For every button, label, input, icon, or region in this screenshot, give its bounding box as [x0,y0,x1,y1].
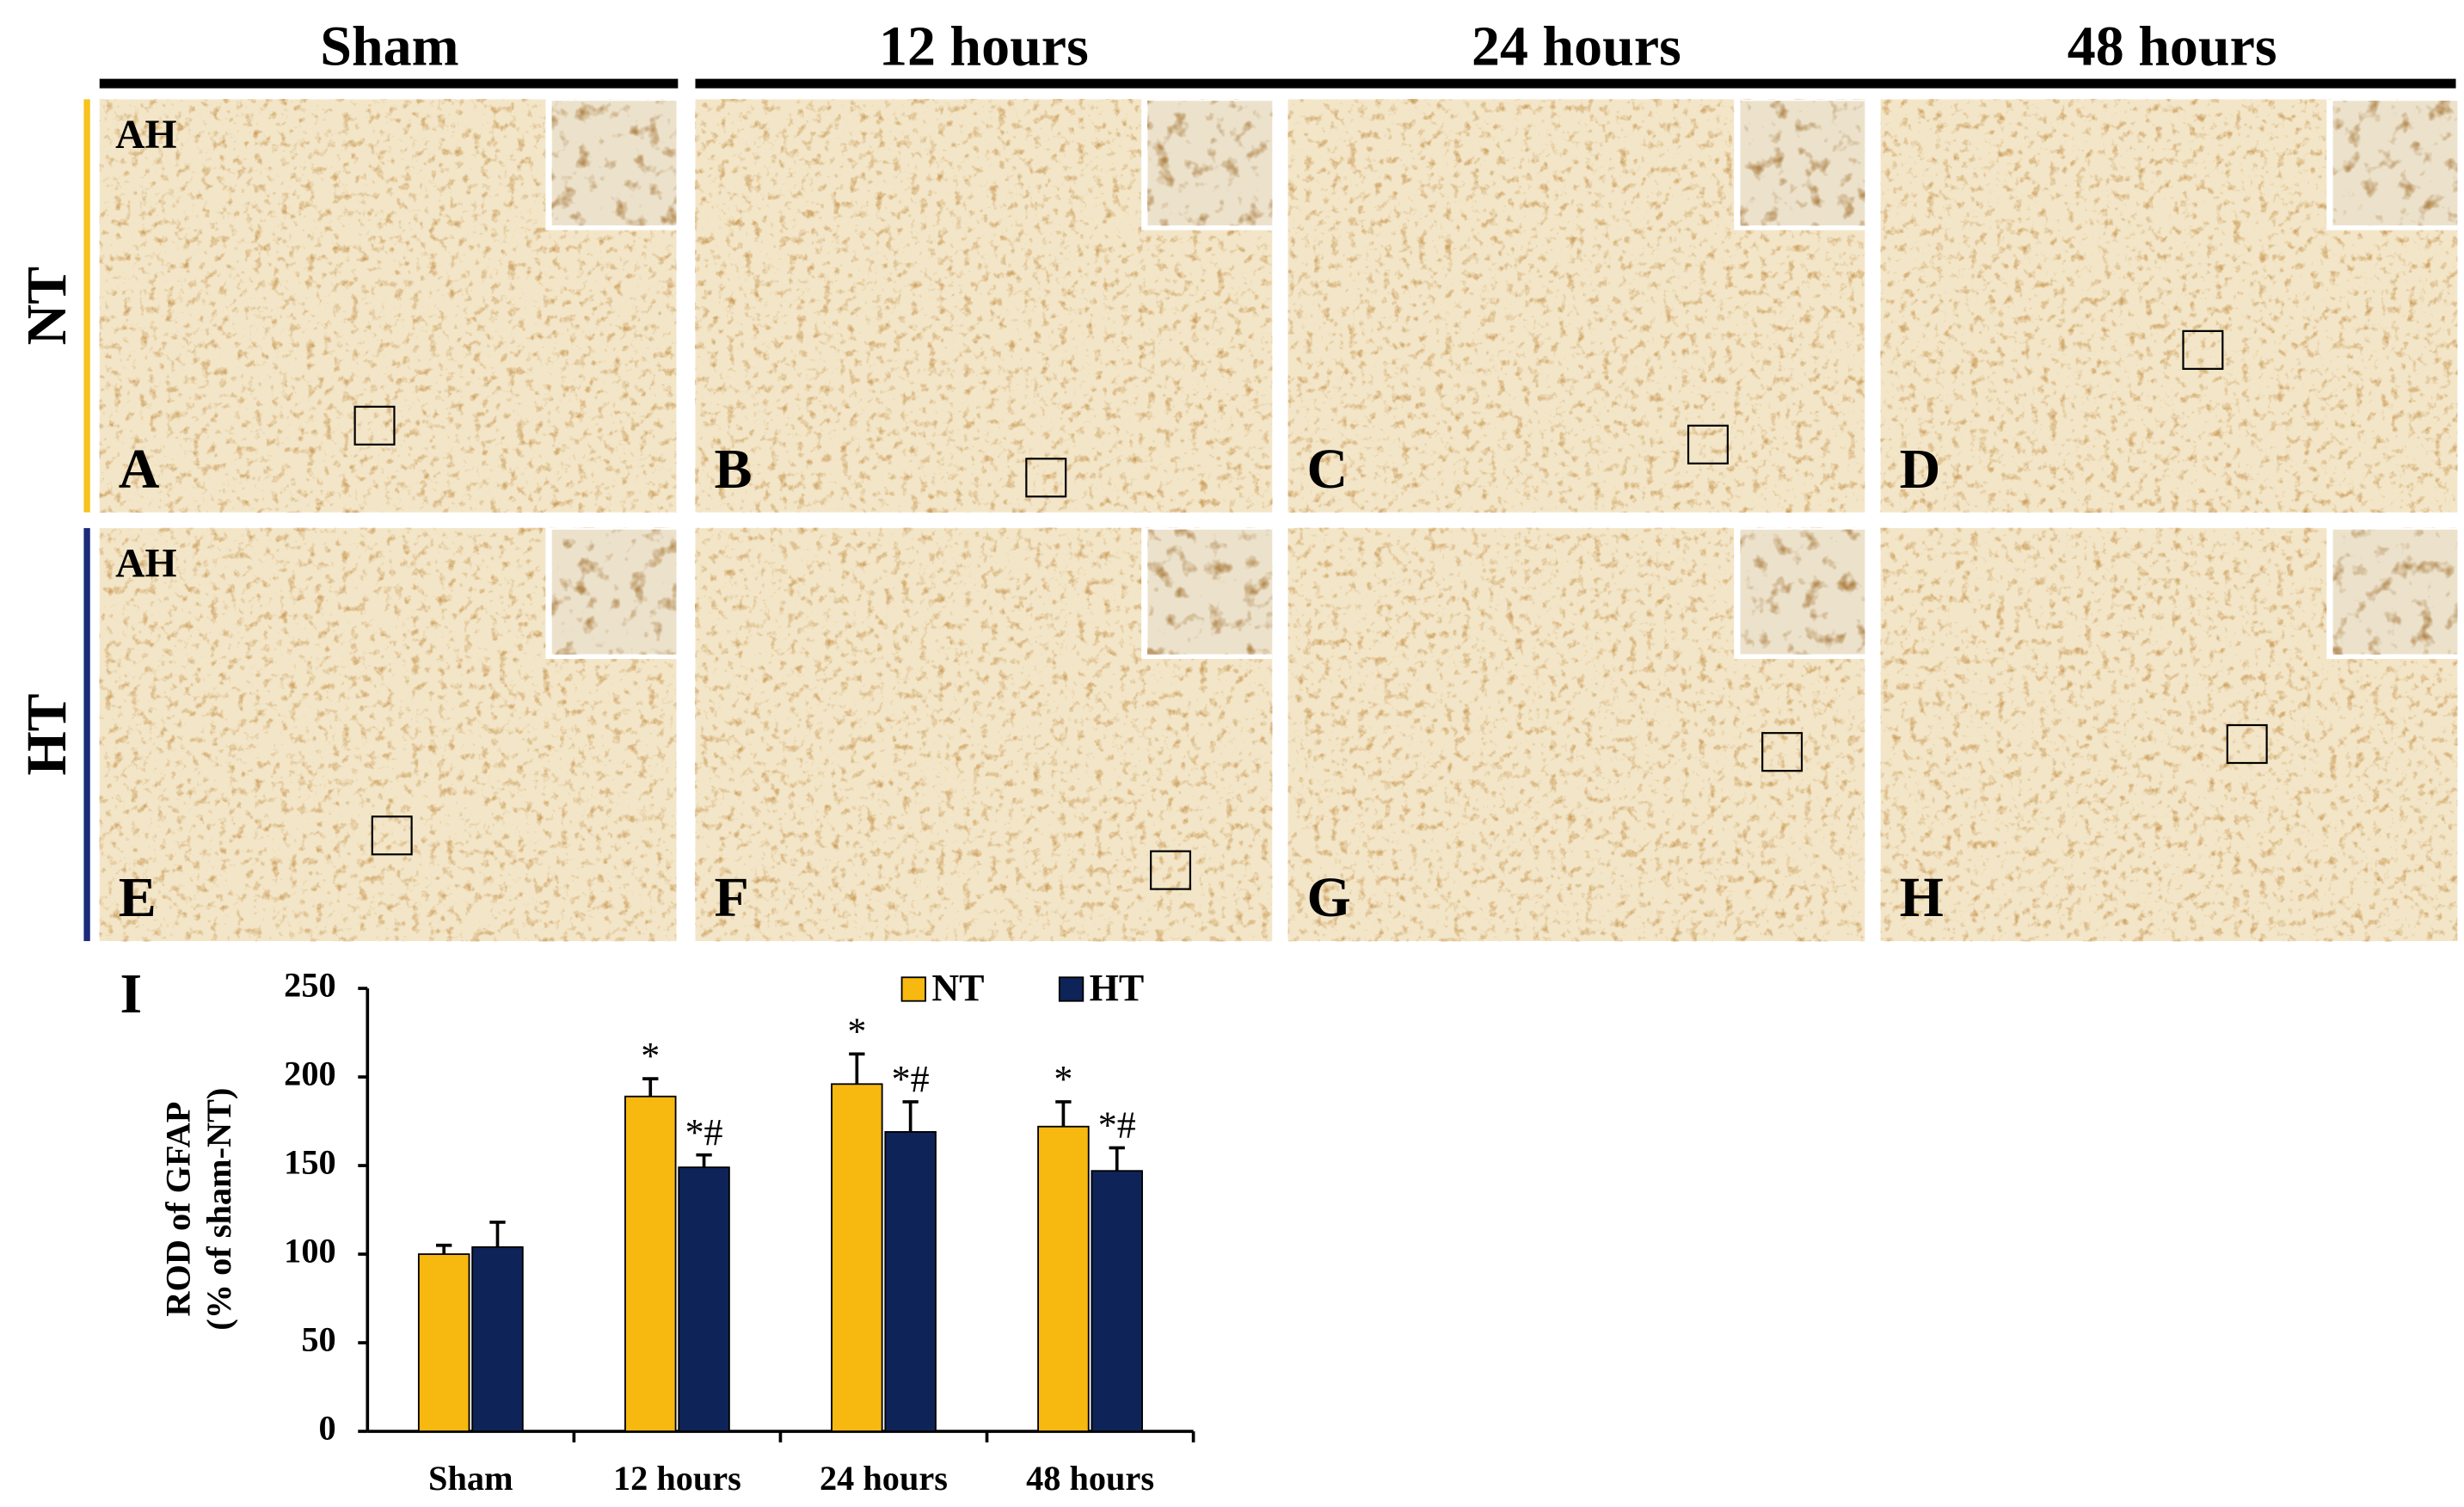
bar [831,1083,883,1432]
bar [471,1246,524,1432]
inset-texture [2332,529,2458,655]
header-rule [99,78,679,89]
row-label: NT [15,267,78,346]
significance-marker: * [641,1035,660,1077]
x-tick-label: 12 hours [613,1459,741,1498]
error-bar [642,1077,659,1097]
legend-label: NT [931,967,984,1009]
inset-texture [1740,529,1865,655]
panel-letter: E [119,866,157,929]
row-bar [83,99,90,513]
y-axis-label: (% of sham-NT) [200,1088,238,1331]
legend-swatch [1058,976,1085,1002]
roi-box [1687,424,1729,464]
panel-letter: B [714,438,752,501]
column-header: 12 hours [879,15,1089,78]
roi-box [2226,723,2268,765]
error-bar [902,1100,919,1132]
inset-texture [2332,101,2458,226]
bar [678,1166,730,1432]
y-tick-label: 0 [318,1408,335,1447]
roi-box [1150,850,1192,890]
significance-marker: *# [685,1111,723,1153]
roi-box [1761,732,1803,772]
significance-marker: *# [892,1058,930,1100]
roi-box [1025,458,1067,498]
panel-letter: C [1307,438,1349,501]
panel-letter: F [714,866,748,929]
x-tick-label: Sham [428,1459,513,1498]
bar [1037,1125,1090,1432]
chart-label: I [120,963,143,1025]
y-tick-label: 50 [301,1319,335,1358]
bar [417,1253,470,1432]
inset-texture [551,529,677,655]
legend-label: HT [1090,967,1145,1009]
bar [624,1095,677,1432]
region-label: AH [115,542,176,587]
x-tick-label: 48 hours [1026,1459,1154,1498]
y-tick-label: 250 [284,965,335,1004]
error-bar [1055,1100,1072,1127]
bar [884,1130,937,1432]
inset-texture [551,101,677,226]
panel-letter: G [1307,866,1351,929]
header-rule [695,78,2456,89]
y-axis-label: ROD of GFAP [158,1102,197,1317]
significance-marker: *# [1098,1104,1136,1147]
bar [1091,1170,1143,1432]
inset-texture [1147,529,1273,655]
inset-texture [1740,101,1865,226]
roi-box [371,815,413,856]
row-label: HT [15,693,78,775]
y-tick-label: 200 [284,1054,335,1092]
region-label: AH [115,113,176,157]
y-tick-label: 150 [284,1142,335,1181]
inset-texture [1147,101,1273,226]
panel-letter: H [1900,866,1944,929]
column-header: 24 hours [1472,15,1681,78]
y-tick-label: 100 [284,1231,335,1270]
error-bar [696,1153,712,1168]
row-bar [83,527,90,942]
error-bar [849,1052,865,1085]
error-bar [489,1221,506,1247]
column-header: 48 hours [2068,15,2277,78]
x-tick-label: 24 hours [820,1459,948,1498]
significance-marker: * [1054,1058,1072,1100]
roi-box [353,405,396,446]
error-bar [1109,1146,1125,1172]
roi-box [2182,329,2224,370]
significance-marker: * [847,1010,866,1052]
panel-letter: D [1900,438,1941,501]
column-header: Sham [320,15,458,78]
legend-swatch [900,976,926,1002]
error-bar [436,1243,452,1255]
panel-letter: A [119,438,160,501]
